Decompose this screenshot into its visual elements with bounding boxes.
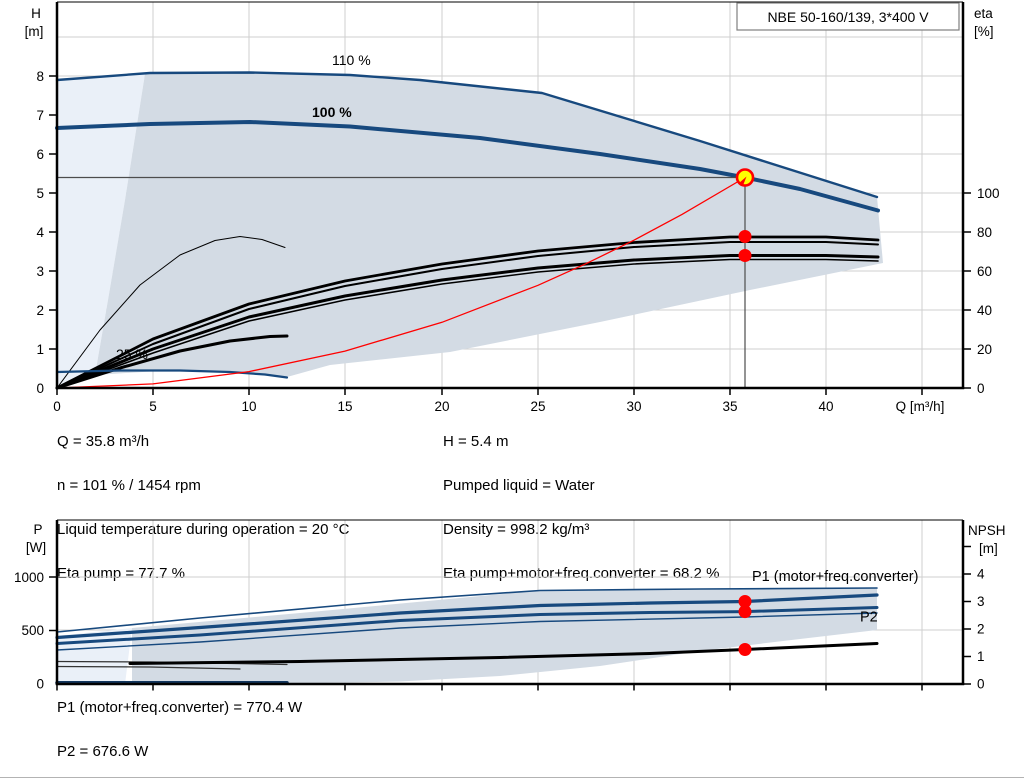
npsh-tick-label: 0: [977, 677, 985, 692]
eta-tick-label: 0: [977, 381, 985, 396]
q-tick-label: 20: [434, 399, 449, 414]
eta-tick-label: 60: [977, 264, 992, 279]
npsh-tick-label: 4: [977, 567, 985, 582]
eta-curves: [55, 235, 880, 390]
h-axis-unit: [m]: [25, 24, 44, 39]
result-p2: P2 = 676.6 W: [57, 743, 149, 760]
p1-marker: [738, 595, 752, 608]
eta-pump-marker: [738, 230, 752, 243]
eta-total-marker: [738, 249, 752, 262]
h-tick-label: 1: [36, 342, 44, 357]
power-tickmarks: [49, 545, 971, 691]
operating-markers: [735, 168, 755, 262]
eta-tick-label: 40: [977, 303, 992, 318]
eta-tick-label: 80: [977, 225, 992, 240]
p2-curve-label: P2: [860, 610, 878, 626]
result-liquid-temp: Liquid temperature during operation = 20…: [57, 521, 350, 538]
h-tick-label: 2: [36, 303, 44, 318]
result-q: Q = 35.8 m³/h: [57, 433, 150, 450]
power-results: P1 (motor+freq.converter) = 770.4 W P2 =…: [57, 697, 302, 781]
curve-25pct: [55, 369, 289, 379]
label-25pct: 25 %: [116, 346, 148, 362]
pump-title: NBE 50-160/139, 3*400 V: [767, 9, 929, 25]
h-axis-name: H: [31, 6, 41, 21]
p1-110pct-curve: [56, 587, 878, 633]
eta-pump-curve: [55, 235, 880, 390]
power-envelope: [132, 588, 877, 684]
hq-axes: [55, 1, 965, 390]
q-tick-label: 25: [530, 399, 545, 414]
h-tick-label: 7: [36, 108, 44, 123]
hq-tickmarks: [49, 75, 971, 395]
speed-curves: [55, 71, 880, 379]
p2-110pct-curve: [56, 612, 878, 651]
result-pumped-liquid: Pumped liquid = Water: [443, 477, 595, 494]
h-tick-label: 6: [36, 147, 44, 162]
p-tick-label: 1000: [14, 570, 44, 585]
q-tick-label: 0: [53, 399, 61, 414]
duty-crosshair: [57, 176, 746, 388]
result-eta-pump: Eta pump = 77.7 %: [57, 565, 185, 582]
pump-title-box: [736, 2, 960, 31]
p-aux-curve-2: [56, 665, 241, 670]
q-tick-label: 10: [241, 399, 256, 414]
result-h: H = 5.4 m: [443, 433, 509, 450]
h-tick-label: 4: [36, 225, 44, 240]
bottom-divider: [0, 777, 1024, 778]
eta-axis-name: eta: [974, 6, 993, 21]
system-curve-arrowhead: [738, 176, 747, 186]
curve-100pct: [55, 120, 880, 213]
low-flow-region: [57, 74, 145, 387]
eta-total-curve: [55, 254, 880, 390]
eta-tick-label: 20: [977, 342, 992, 357]
p-axis-unit: [W]: [26, 540, 46, 555]
eta-axis-unit: [%]: [974, 24, 994, 39]
npsh-tick-label: 2: [977, 622, 985, 637]
duty-results-left: Q = 35.8 m³/h n = 101 % / 1454 rpm Liqui…: [57, 431, 349, 585]
p1-curve-label: P1 (motor+freq.converter): [752, 569, 918, 585]
p2-marker: [738, 605, 752, 619]
label-110pct: 110 %: [332, 52, 371, 68]
p-tick-label: 500: [21, 623, 44, 638]
curve-110pct: [55, 71, 879, 199]
operating-envelope: [95, 72, 883, 377]
eta-tick-label: 100: [977, 186, 1000, 201]
q-tick-label: 40: [818, 399, 833, 414]
label-100pct: 100 %: [312, 104, 352, 120]
h-tick-label: 3: [36, 264, 44, 279]
eta-total-curve-2: [56, 258, 879, 389]
power-axes: [55, 519, 965, 686]
eta-pump-curve-2: [56, 241, 879, 389]
duty-results-right: H = 5.4 m Pumped liquid = Water Density …: [443, 431, 719, 585]
h-tick-label: 5: [36, 186, 44, 201]
eta-25pct-arc: [56, 236, 286, 389]
h-tick-label: 8: [36, 69, 44, 84]
system-curve: [56, 176, 746, 389]
q-tick-label: 30: [626, 399, 641, 414]
result-n: n = 101 % / 1454 rpm: [57, 477, 201, 494]
npsh-axis-unit: [m]: [979, 541, 998, 556]
result-p1: P1 (motor+freq.converter) = 770.4 W: [57, 699, 303, 716]
p-tick-label: 0: [36, 677, 44, 692]
npsh-curve: [128, 642, 879, 665]
npsh-axis-name: NPSH: [968, 523, 1006, 538]
power-npsh-chart: P [W] NPSH [m] 1000 500 0 4 3 2 1 0 P1 (…: [14, 519, 1006, 692]
p-axis-name: P: [33, 522, 42, 537]
npsh-marker: [738, 643, 752, 656]
npsh-tick-label: 3: [977, 594, 985, 609]
npsh-tick-label: 1: [977, 649, 985, 664]
q-tick-label: 35: [722, 399, 737, 414]
q-tick-label: 15: [337, 399, 352, 414]
hq-chart: NBE 50-160/139, 3*400 V H [m] eta [%] Q …: [25, 1, 1000, 414]
h-tick-label: 0: [36, 381, 44, 396]
q-tick-label: 5: [149, 399, 157, 414]
result-eta-total: Eta pump+motor+freq.converter = 68.2 %: [443, 565, 720, 582]
power-markers: [738, 595, 752, 656]
q-axis-label: Q [m³/h]: [896, 399, 945, 414]
